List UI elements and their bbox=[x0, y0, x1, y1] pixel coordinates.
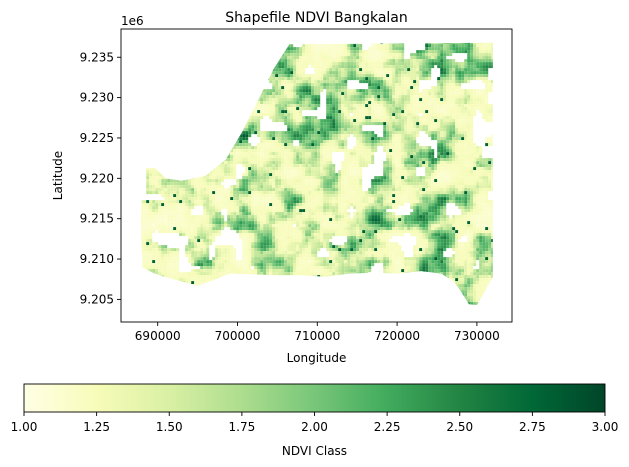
x-tick-label: 690000 bbox=[135, 329, 181, 343]
y-tick-label: 9.235 bbox=[80, 50, 114, 64]
plot-frame bbox=[120, 28, 513, 323]
colorbar-tick-label: 1.50 bbox=[156, 420, 183, 434]
colorbar bbox=[24, 384, 605, 412]
colorbar-tick-label: 2.50 bbox=[446, 420, 473, 434]
x-axis: 690000 700000 710000 720000 730000 bbox=[135, 322, 500, 343]
x-axis-label: Longitude bbox=[287, 351, 347, 365]
y-tick-label: 9.205 bbox=[80, 292, 114, 306]
x-tick-label: 730000 bbox=[454, 329, 500, 343]
colorbar-tick-label: 3.00 bbox=[592, 420, 619, 434]
y-tick-label: 9.220 bbox=[80, 171, 114, 185]
y-offset-label: 1e6 bbox=[121, 14, 144, 28]
y-tick-label: 9.225 bbox=[80, 131, 114, 145]
chart-title: Shapefile NDVI Bangkalan bbox=[225, 10, 408, 26]
colorbar-tick-label: 1.75 bbox=[229, 420, 256, 434]
x-tick-label: 710000 bbox=[294, 329, 340, 343]
colorbar-tick-label: 2.25 bbox=[374, 420, 401, 434]
colorbar-tick-label: 1.25 bbox=[83, 420, 110, 434]
colorbar-label: NDVI Class bbox=[282, 444, 347, 458]
y-tick-label: 9.210 bbox=[80, 252, 114, 266]
colorbar-ticks: 1.00 1.25 1.50 1.75 2.00 2.25 2.50 2.75 3.00 bbox=[11, 412, 619, 434]
y-axis: 9.205 9.210 9.215 9.220 9.225 9.230 9.235 bbox=[80, 50, 121, 306]
colorbar-tick-label: 2.00 bbox=[301, 420, 328, 434]
y-tick-label: 9.215 bbox=[80, 212, 114, 226]
colorbar-tick-label: 1.00 bbox=[11, 420, 38, 434]
y-tick-label: 9.230 bbox=[80, 91, 114, 105]
colorbar-tick-label: 2.75 bbox=[519, 420, 546, 434]
y-axis-label: Latitude bbox=[51, 151, 65, 200]
x-tick-label: 720000 bbox=[374, 329, 420, 343]
x-tick-label: 700000 bbox=[215, 329, 261, 343]
